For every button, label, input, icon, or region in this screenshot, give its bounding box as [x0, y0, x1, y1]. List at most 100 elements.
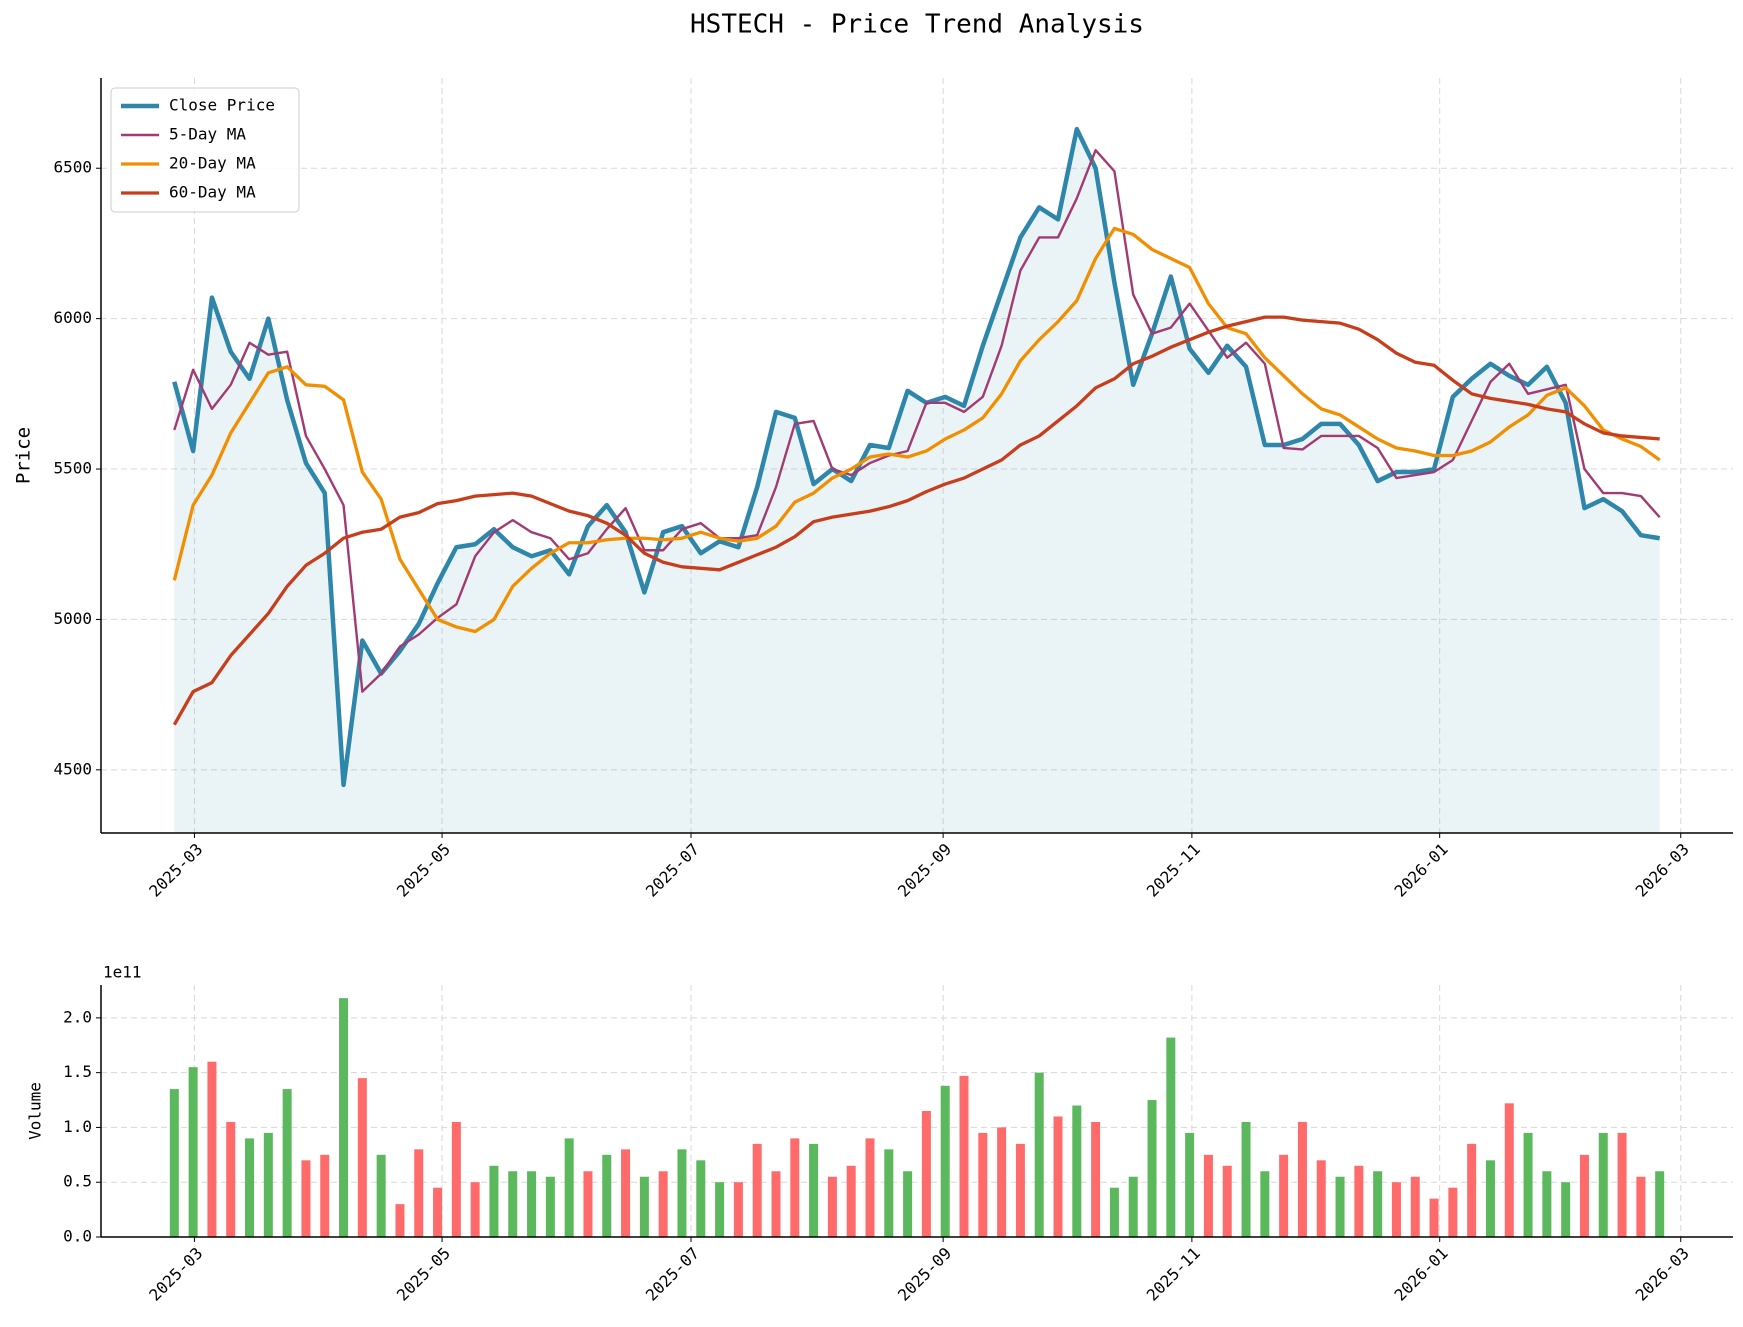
volume-bar — [940, 1085, 950, 1237]
volume-bar — [1203, 1154, 1213, 1237]
x-tick-label: 2025-03 — [145, 840, 206, 901]
y-tick-label: 0.0 — [63, 1227, 92, 1246]
volume-bar — [1091, 1121, 1101, 1237]
volume-bar — [733, 1182, 743, 1237]
line — [173, 148, 1661, 693]
volume-bar — [752, 1143, 762, 1237]
x-tick-label: 2025-03 — [145, 1244, 206, 1305]
volume-bar — [433, 1187, 443, 1237]
volume-bar — [395, 1204, 405, 1237]
legend-box — [110, 87, 300, 213]
volume-bar — [414, 1149, 424, 1237]
volume-bar — [583, 1171, 593, 1237]
y-tick-label: 5000 — [53, 609, 92, 628]
close-area — [174, 129, 1660, 834]
volume-bar — [997, 1127, 1007, 1237]
volume-bar — [846, 1165, 856, 1237]
volume-bar — [1655, 1171, 1665, 1237]
volume-bar — [489, 1165, 499, 1237]
volume-bar — [1166, 1037, 1176, 1237]
y-tick-label: 1.5 — [63, 1062, 92, 1081]
volume-bar — [1410, 1176, 1420, 1237]
volume-bar — [1542, 1171, 1552, 1237]
volume-bar — [715, 1182, 725, 1237]
volume-bar — [245, 1138, 255, 1237]
volume-bar — [1034, 1072, 1044, 1237]
volume-bar — [809, 1143, 819, 1237]
line — [172, 315, 1660, 726]
volume-bar — [639, 1176, 649, 1237]
volume-bar — [1128, 1176, 1138, 1237]
volume-bar — [1015, 1143, 1025, 1237]
volume-bar — [207, 1061, 217, 1237]
volume-bar — [921, 1111, 931, 1237]
volume-bar — [1316, 1160, 1326, 1237]
volume-bar — [545, 1176, 555, 1237]
volume-bar — [1053, 1116, 1063, 1237]
volume-bar — [508, 1171, 518, 1237]
x-tick-label: 2025-07 — [642, 1244, 703, 1305]
x-tick-label: 2026-03 — [1632, 840, 1693, 901]
volume-bar — [357, 1078, 367, 1237]
volume-bar — [301, 1160, 311, 1237]
volume-bar — [527, 1171, 537, 1237]
volume-bar — [1222, 1165, 1232, 1237]
volume-bar — [1598, 1132, 1608, 1237]
volume-bar — [1373, 1171, 1383, 1237]
y-tick-label: 4500 — [53, 759, 92, 778]
volume-bar — [1467, 1143, 1477, 1237]
legend-label: Close Price — [169, 96, 275, 115]
volume-bar — [1072, 1105, 1082, 1237]
volume-bar — [1523, 1132, 1533, 1237]
volume-bar — [959, 1075, 969, 1237]
volume-bar — [1147, 1100, 1157, 1237]
volume-bar — [827, 1176, 837, 1237]
volume-bar — [1561, 1182, 1571, 1237]
volume-bar — [1335, 1176, 1345, 1237]
volume-bar — [1485, 1160, 1495, 1237]
y-tick-label: 5500 — [53, 459, 92, 478]
volume-bar — [320, 1154, 330, 1237]
y-axis-label: Volume — [26, 1082, 45, 1140]
volume-bar — [790, 1138, 800, 1237]
volume-bar — [771, 1171, 781, 1237]
x-tick-label: 2026-01 — [1391, 840, 1452, 901]
volume-bar — [658, 1171, 668, 1237]
x-tick-label: 2025-11 — [1143, 1244, 1204, 1305]
volume-bar — [282, 1089, 292, 1237]
x-tick-label: 2025-11 — [1143, 840, 1204, 901]
x-tick-label: 2026-03 — [1632, 1244, 1693, 1305]
volume-bar — [1354, 1165, 1364, 1237]
y-offset-label: 1e11 — [103, 963, 142, 982]
x-tick-label: 2025-05 — [393, 1244, 454, 1305]
volume-bar — [169, 1089, 179, 1237]
volume-bar — [696, 1160, 706, 1237]
volume-bar — [263, 1132, 273, 1237]
volume-bar — [1279, 1154, 1289, 1237]
volume-bar — [1579, 1154, 1589, 1237]
y-axis-label: Price — [13, 427, 35, 484]
legend-label: 60-Day MA — [169, 183, 256, 202]
y-tick-label: 6000 — [53, 308, 92, 327]
volume-bar — [470, 1182, 480, 1237]
volume-bar — [1260, 1171, 1270, 1237]
volume-bar — [884, 1149, 894, 1237]
legend-label: 5-Day MA — [169, 125, 246, 144]
y-tick-label: 6500 — [53, 158, 92, 177]
volume-bar — [602, 1154, 612, 1237]
line — [172, 126, 1661, 788]
volume-bar — [188, 1067, 198, 1237]
y-tick-label: 0.5 — [63, 1172, 92, 1191]
x-tick-label: 2025-05 — [393, 840, 454, 901]
volume-bar — [677, 1149, 687, 1237]
volume-bar — [1448, 1187, 1458, 1237]
chart-title: HSTECH - Price Trend Analysis — [690, 10, 1144, 40]
volume-bar — [1504, 1103, 1514, 1237]
volume-bar — [226, 1121, 236, 1237]
volume-bar — [564, 1138, 574, 1237]
volume-bar — [978, 1132, 988, 1237]
volume-bar — [339, 998, 349, 1237]
volume-bar — [1391, 1182, 1401, 1237]
volume-bar — [1617, 1132, 1627, 1237]
